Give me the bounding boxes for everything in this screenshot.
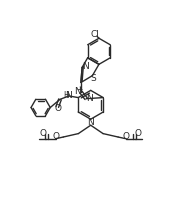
- Text: S: S: [90, 74, 96, 83]
- Text: O: O: [134, 129, 141, 138]
- Text: O: O: [122, 132, 129, 141]
- Text: +: +: [76, 85, 82, 94]
- Text: Cl: Cl: [90, 30, 99, 39]
- Text: H: H: [64, 91, 69, 100]
- Text: N: N: [65, 91, 72, 100]
- Text: N: N: [86, 93, 93, 103]
- Text: O: O: [40, 129, 47, 138]
- Text: O: O: [55, 104, 62, 112]
- Text: N: N: [74, 87, 81, 96]
- Text: N: N: [82, 62, 88, 71]
- Text: O: O: [52, 132, 59, 141]
- Text: N: N: [87, 118, 94, 127]
